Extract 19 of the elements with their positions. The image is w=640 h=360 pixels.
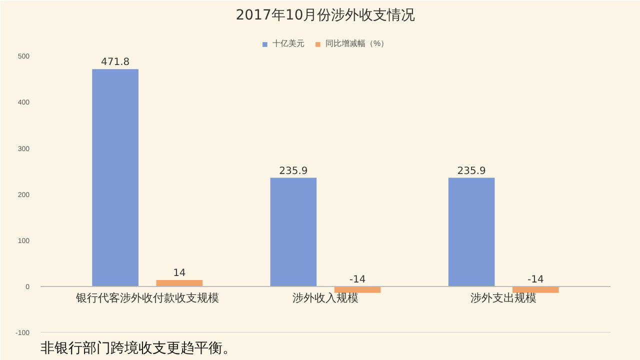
- x-tick-label: 涉外支出规模: [470, 291, 537, 304]
- bar: [92, 69, 138, 286]
- data-label: 235.9: [457, 166, 486, 177]
- data-label: -14: [528, 274, 544, 286]
- x-tick-label: 银行代客涉外收付款收支规模: [74, 291, 219, 304]
- legend-label: 同比增减幅（%）: [325, 38, 389, 49]
- text: 非银行部门跨境收支更趋平衡。: [40, 340, 236, 356]
- bar: [156, 280, 203, 286]
- data-label: -14: [349, 274, 366, 286]
- data-label: 235.9: [279, 166, 308, 177]
- bar: [448, 178, 495, 286]
- data-label: 14: [173, 268, 186, 279]
- data-label: 471.8: [101, 57, 130, 68]
- bar: [512, 286, 559, 293]
- legend-label: 十亿美元: [272, 38, 304, 49]
- bar: [270, 178, 317, 286]
- bar: [334, 286, 381, 293]
- chart-title: 2017年10月份涉外收支情况: [236, 8, 416, 24]
- x-tick-label: 涉外收入规模: [292, 291, 358, 304]
